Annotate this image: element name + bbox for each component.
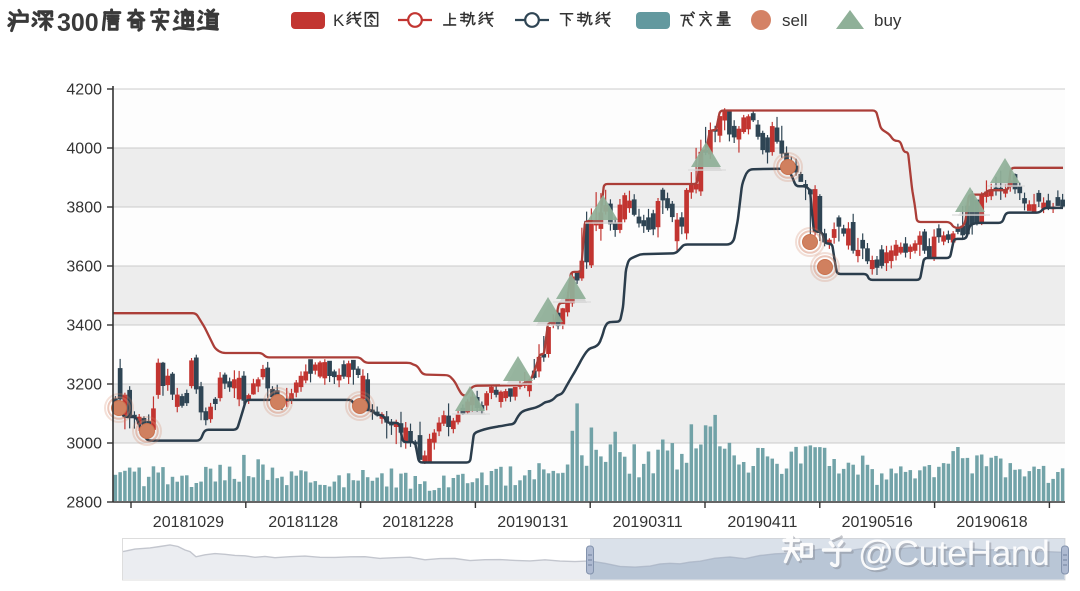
- svg-text:20190618: 20190618: [956, 514, 1027, 531]
- svg-text:3600: 3600: [66, 259, 102, 276]
- svg-text:@CuteHand: @CuteHand: [860, 535, 1051, 575]
- svg-text:K: K: [333, 11, 345, 30]
- svg-text:sell: sell: [782, 11, 808, 30]
- svg-text:300: 300: [57, 9, 99, 37]
- svg-text:20190516: 20190516: [842, 514, 913, 531]
- svg-text:20190131: 20190131: [497, 514, 568, 531]
- svg-text:4000: 4000: [66, 141, 102, 158]
- svg-text:4200: 4200: [66, 82, 102, 99]
- svg-text:@CuteHand: @CuteHand: [858, 533, 1049, 573]
- svg-text:20181128: 20181128: [268, 514, 338, 531]
- svg-text:20181029: 20181029: [153, 514, 224, 531]
- svg-text:20190411: 20190411: [727, 514, 797, 531]
- svg-text:3200: 3200: [66, 377, 102, 394]
- svg-text:3000: 3000: [66, 436, 102, 453]
- svg-text:20190311: 20190311: [613, 514, 683, 531]
- svg-text:3800: 3800: [66, 200, 102, 217]
- svg-text:3400: 3400: [66, 318, 102, 335]
- svg-text:buy: buy: [874, 11, 902, 30]
- svg-text:2800: 2800: [66, 495, 102, 512]
- svg-text:20181228: 20181228: [382, 514, 453, 531]
